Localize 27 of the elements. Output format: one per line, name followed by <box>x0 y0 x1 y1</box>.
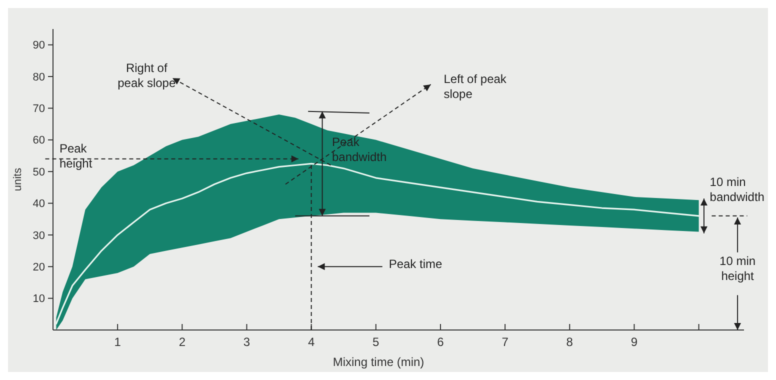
y-tick-label: 80 <box>32 71 45 84</box>
y-tick-label: 30 <box>32 230 45 242</box>
x-tick-label: 8 <box>566 335 574 349</box>
y-tick-label: 90 <box>32 40 45 52</box>
y-tick-label: 70 <box>32 103 45 116</box>
x-tick-label: 7 <box>502 335 509 349</box>
x-tick-label: 5 <box>372 335 380 349</box>
x-axis-title: Mixing time (min) <box>332 355 424 369</box>
annotation: Peak height <box>59 142 93 171</box>
x-tick-label: 3 <box>243 335 250 349</box>
y-tick-label: 20 <box>32 261 45 274</box>
y-axis-title: units <box>12 167 24 192</box>
annotation: 10 min height <box>720 254 756 284</box>
y-tick-label: 40 <box>32 198 45 210</box>
x-tick-label: 9 <box>630 335 638 349</box>
y-tick-label: 60 <box>32 134 45 147</box>
x-tick-label: 4 <box>308 335 315 349</box>
annotation: Right of peak slope <box>118 60 176 90</box>
y-tick-label: 10 <box>32 293 45 306</box>
x-tick-label: 2 <box>178 335 186 349</box>
annotation: Left of peak slope <box>444 72 508 101</box>
annotation: Peak time <box>388 257 442 272</box>
x-tick-label: 6 <box>437 335 444 349</box>
x-tick-label: 1 <box>114 335 122 349</box>
y-tick-label: 50 <box>32 166 45 178</box>
annotation: 10 min bandwidth <box>710 174 764 204</box>
annotation: Peak bandwidth <box>332 135 387 164</box>
